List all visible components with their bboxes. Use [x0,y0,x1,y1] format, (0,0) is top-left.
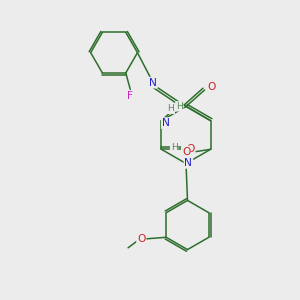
Text: O: O [186,144,195,154]
Text: N: N [162,118,170,128]
Text: N: N [184,158,192,168]
Text: O: O [207,82,215,92]
Text: H: H [171,143,178,152]
Text: N: N [149,78,157,88]
Text: O: O [182,147,190,157]
Text: H: H [176,102,183,111]
Text: O: O [137,234,146,244]
Text: F: F [127,91,133,101]
Text: H: H [167,104,174,113]
